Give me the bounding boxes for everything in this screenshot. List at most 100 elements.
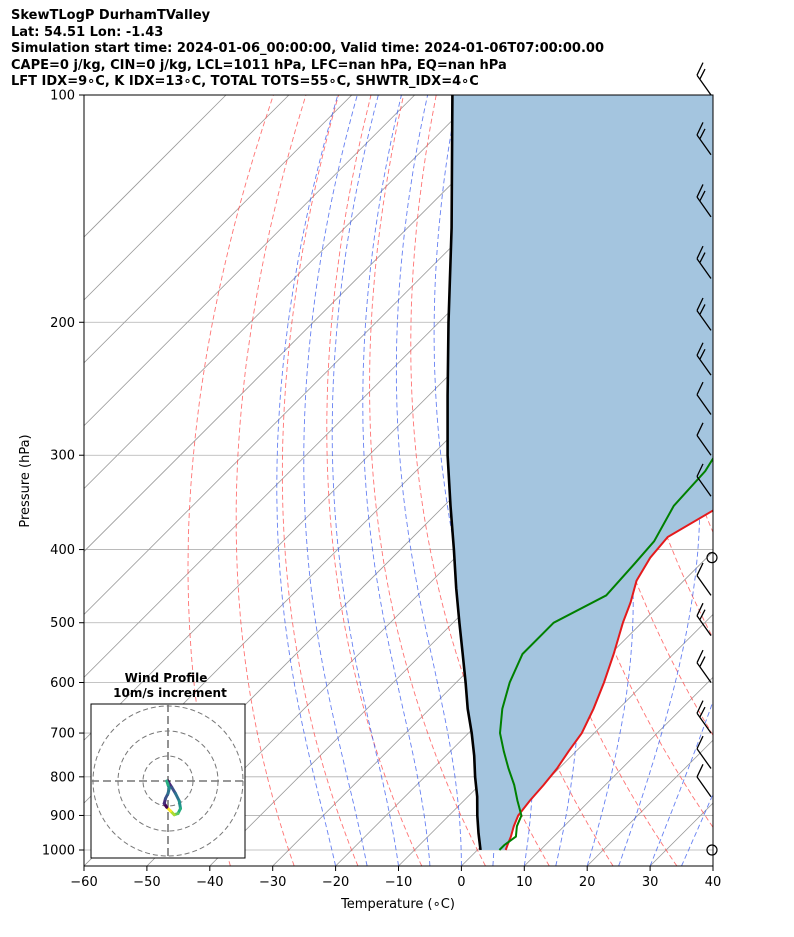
hodograph-trace-segment — [165, 779, 170, 787]
moist-adiabat — [649, 700, 713, 866]
x-tick-label: 40 — [705, 875, 722, 890]
chart-title: SkewTLogP DurhamTValley — [11, 8, 211, 23]
x-tick-label: −30 — [259, 875, 286, 890]
y-axis-ticks: 100 200 300 400 500 600 700 800 900 1000 — [42, 89, 84, 859]
moist-adiabat — [433, 95, 496, 866]
isotherm--110 — [84, 95, 541, 553]
x-axis-label: Temperature (∘C) — [340, 897, 455, 912]
dry-adiabat — [235, 95, 307, 866]
x-tick-label: 10 — [516, 875, 533, 890]
moist-adiabat — [681, 793, 713, 866]
wind-barb-feather — [699, 128, 706, 139]
parcel-line — [446, 95, 482, 851]
moist-adiabat — [303, 95, 368, 866]
y-tick-label: 900 — [50, 809, 75, 824]
wind-barb-staff — [696, 354, 712, 376]
isotherm--160 — [84, 95, 227, 238]
wind-barb-feather — [699, 706, 706, 718]
moist-adiabat — [331, 95, 399, 866]
moist-adiabat — [618, 95, 701, 866]
wind-barb-staff — [696, 712, 712, 734]
x-tick-label: −20 — [322, 875, 349, 890]
wind-barb-staff — [696, 748, 712, 769]
wind-barb-feather — [699, 304, 706, 315]
wind-barb-feather — [699, 252, 706, 263]
moist-adiabat — [362, 95, 431, 866]
moist-adiabat — [712, 864, 713, 866]
hodograph-title: Wind Profile — [125, 671, 208, 685]
wind-barb-staff — [696, 394, 712, 415]
y-axis-label: Pressure (hPa) — [18, 434, 33, 527]
wind-barb-staff — [696, 575, 712, 596]
wind-barb-feather — [696, 735, 704, 750]
hodograph-inset: Wind Profile 10m/s increment — [90, 671, 246, 859]
profile-series — [446, 95, 713, 851]
dry-adiabat — [281, 95, 359, 866]
wind-barb-staff — [696, 435, 712, 456]
isotherm--130 — [84, 95, 415, 427]
wind-barb-feather — [696, 381, 704, 396]
isotherm--120 — [84, 95, 478, 490]
y-tick-label: 300 — [50, 449, 75, 464]
wind-barb-staff — [696, 776, 712, 798]
x-tick-label: 0 — [457, 875, 465, 890]
wind-barb-feather — [699, 190, 706, 201]
y-tick-label: 800 — [50, 770, 75, 785]
wind-barb-staff — [696, 476, 712, 497]
x-tick-label: −60 — [70, 875, 97, 890]
x-tick-label: 20 — [579, 875, 596, 890]
wind-barb-feather — [699, 609, 706, 620]
wind-barb-calm — [706, 844, 718, 856]
wind-barb-feather — [696, 764, 704, 778]
isotherm--150 — [84, 95, 290, 301]
dewpoint-line — [498, 456, 713, 851]
isotherm--140 — [84, 95, 353, 364]
wind-barb-feather — [699, 68, 706, 80]
wind-barb-feather — [696, 62, 704, 76]
station-location: Lat: 54.51 Lon: -1.43 — [11, 24, 164, 40]
wind-barb-feather — [699, 656, 706, 667]
wind-barb-feather — [696, 562, 704, 576]
wind-barb-feather — [696, 245, 704, 259]
wind-barb-staff — [696, 258, 712, 279]
y-tick-label: 1000 — [42, 844, 75, 859]
wind-barb-feather — [696, 342, 704, 356]
shaded-area — [447, 95, 713, 850]
stability-indices-1: CAPE=0 j/kg, CIN=0 j/kg, LCL=1011 hPa, L… — [11, 57, 507, 73]
wind-barb-staff — [696, 74, 712, 96]
wind-barb-staff — [696, 310, 712, 331]
x-tick-label: −10 — [385, 875, 412, 890]
wind-barb-staff — [696, 662, 712, 683]
x-tick-label: 30 — [642, 875, 659, 890]
wind-barb-feather — [696, 602, 704, 617]
hodograph-subtitle: 10m/s increment — [113, 686, 227, 700]
simulation-times: Simulation start time: 2024-01-06_00:00:… — [11, 41, 604, 56]
y-tick-label: 500 — [50, 616, 75, 631]
moist-adiabat — [395, 95, 462, 866]
y-tick-label: 700 — [50, 727, 75, 742]
y-tick-label: 600 — [50, 676, 75, 691]
cape-cin-shading — [447, 95, 713, 850]
x-tick-label: −40 — [196, 875, 223, 890]
wind-barb-calm — [706, 552, 718, 564]
hodograph-plot — [91, 704, 245, 858]
isotherm-40 — [712, 865, 713, 866]
chart-header: SkewTLogP DurhamTValley Lat: 54.51 Lon: … — [11, 8, 604, 91]
dry-adiabat — [326, 95, 423, 866]
moist-adiabat — [276, 95, 339, 866]
wind-barbs — [696, 62, 718, 856]
wind-barb-feather — [696, 649, 704, 663]
y-tick-label: 400 — [50, 543, 75, 558]
x-tick-label: −50 — [133, 875, 160, 890]
wind-barb-feather — [696, 297, 704, 311]
dry-adiabat — [762, 95, 794, 866]
isotherm-0 — [461, 613, 713, 866]
dry-adiabat — [369, 95, 486, 866]
temperature-line — [504, 509, 713, 851]
wind-barb-feather — [699, 348, 706, 360]
wind-barb-staff — [696, 196, 712, 218]
wind-barb-staff — [696, 615, 712, 636]
y-tick-label: 100 — [50, 89, 75, 104]
stability-indices-2: LFT IDX=9∘C, K IDX=13∘C, TOTAL TOTS=55∘C… — [11, 74, 479, 89]
